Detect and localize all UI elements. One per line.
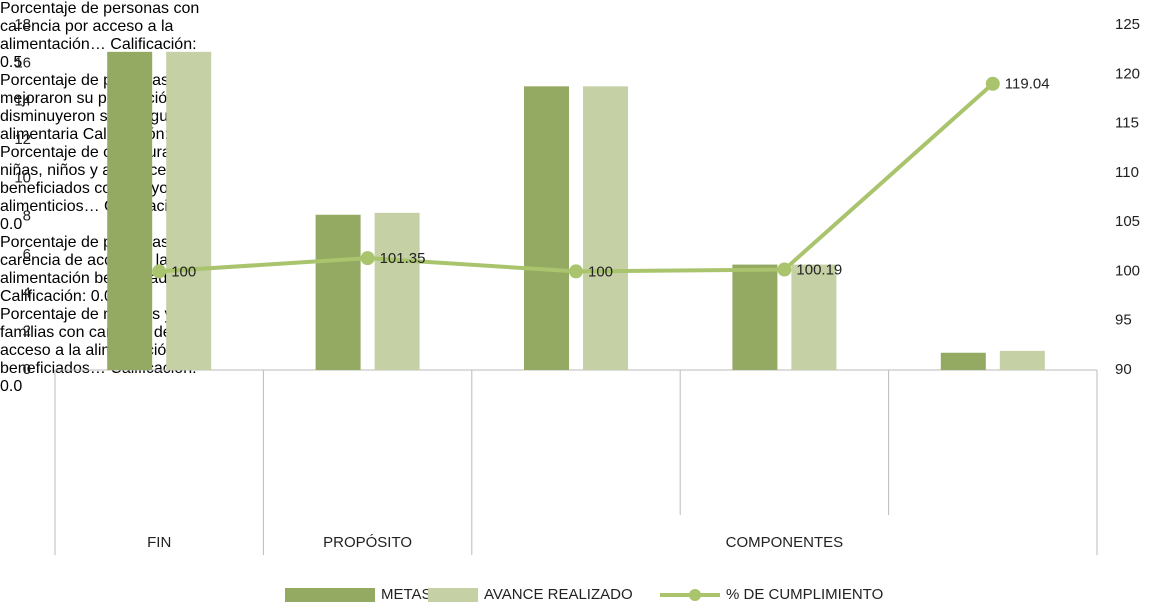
line-point	[360, 251, 375, 266]
data-label: 119.04	[1005, 76, 1050, 93]
line-point	[569, 264, 583, 279]
x-tick-label: Porcentaje de personas con carencia por …	[0, 0, 200, 71]
bar	[999, 350, 1045, 370]
group-label: FIN	[147, 534, 171, 551]
legend-label: % DE CUMPLIMIENTO	[726, 586, 883, 603]
line-point	[777, 262, 792, 277]
legend-swatch	[285, 588, 375, 602]
y-tick-label: 16	[14, 54, 31, 71]
group-label: COMPONENTES	[726, 534, 844, 551]
legend-swatch	[428, 588, 478, 602]
y2-tick-label: 95	[1115, 312, 1132, 329]
y2-tick-label: 110	[1115, 164, 1139, 181]
group-label: PROPÓSITO	[323, 534, 412, 551]
y2-tick-label: 120	[1115, 65, 1140, 82]
bar	[315, 214, 361, 370]
data-label: 101.35	[380, 250, 426, 267]
line	[159, 82, 995, 274]
y-tick-label: 0	[23, 361, 31, 378]
y2-tick-label: 125	[1115, 16, 1140, 33]
y2-tick-label: 100	[1115, 262, 1140, 279]
legend-swatch	[689, 589, 701, 601]
data-label: 100	[171, 263, 196, 280]
bar	[732, 264, 778, 370]
bar	[583, 86, 628, 370]
y-tick-label: 6	[23, 246, 31, 263]
bar	[374, 212, 420, 370]
line-point	[985, 76, 1000, 91]
y2-tick-label: 105	[1115, 213, 1140, 230]
y2-tick-label: 90	[1115, 361, 1132, 378]
y-tick-label: 4	[23, 284, 31, 301]
y-tick-label: 2	[23, 323, 31, 340]
data-label: 100	[588, 263, 613, 280]
line-point	[152, 264, 167, 279]
legend-label: AVANCE REALIZADO	[484, 586, 633, 603]
bar	[166, 51, 212, 370]
legend-label: METAS	[381, 586, 432, 603]
data-label: 100.19	[796, 262, 842, 279]
bar	[524, 86, 569, 370]
bar	[940, 352, 986, 370]
y-tick-label: 8	[23, 208, 31, 225]
y2-tick-label: 115	[1115, 115, 1139, 132]
y-tick-label: 10	[14, 169, 31, 186]
y-tick-label: 18	[14, 16, 31, 33]
bar	[107, 51, 153, 370]
y-tick-label: 12	[14, 131, 31, 148]
y-tick-label: 14	[14, 93, 31, 110]
bar	[791, 264, 837, 370]
